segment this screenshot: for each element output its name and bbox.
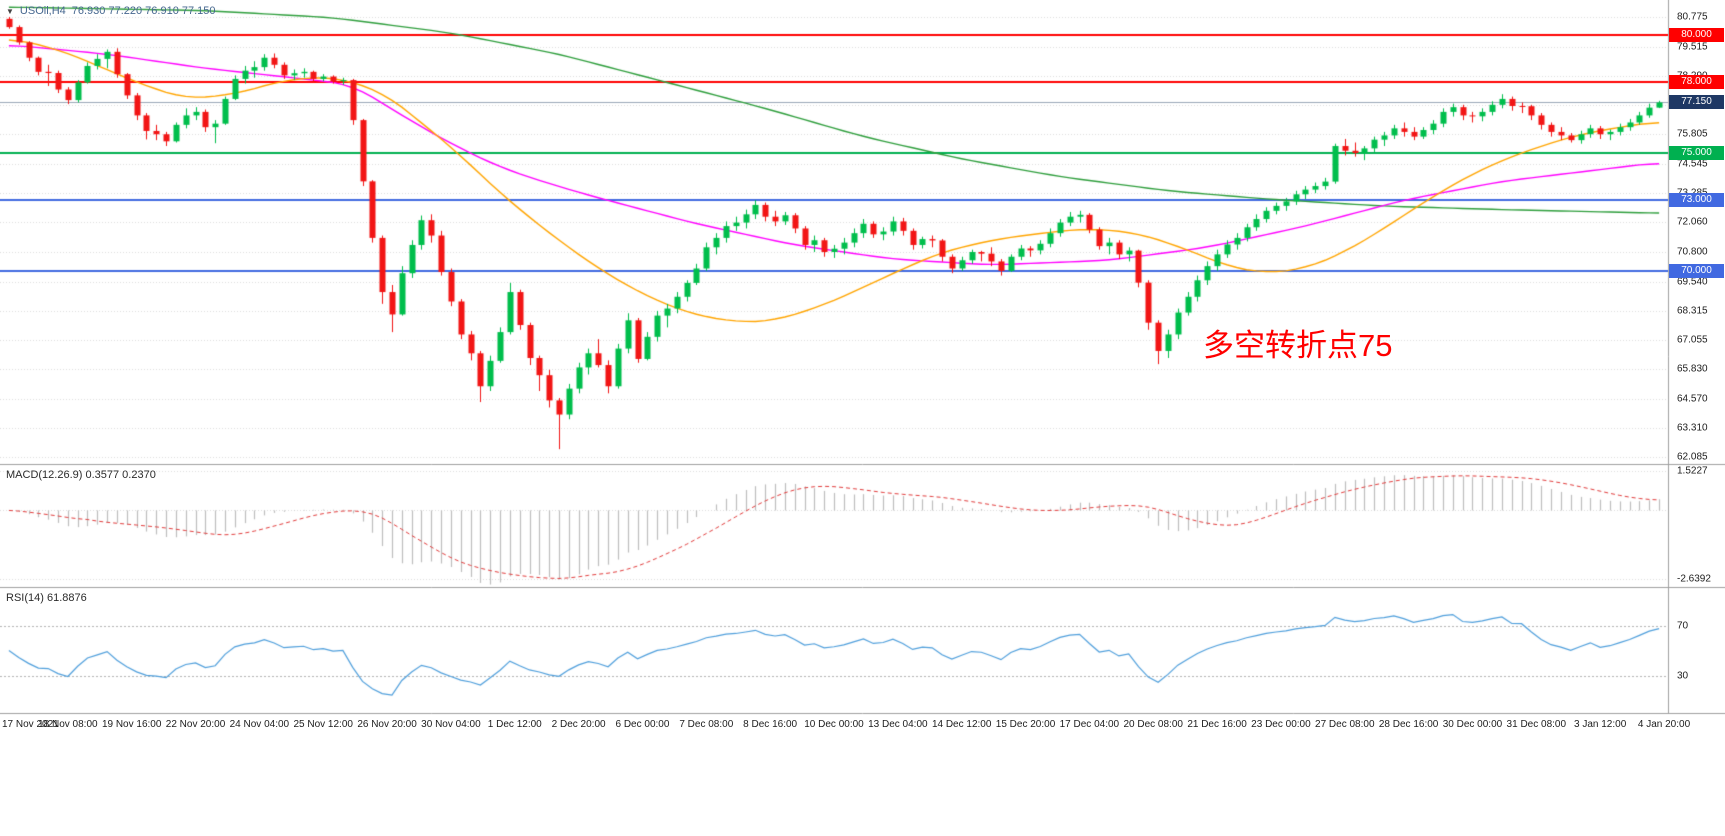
- collapse-chart-icon[interactable]: ▼: [6, 6, 14, 16]
- chart-header: ▼ USOil,H4 76.930 77.220 76.910 77.150: [6, 5, 216, 17]
- chart-annotation-text[interactable]: 多空转折点75: [1203, 328, 1393, 363]
- symbol-timeframe-label: USOil,H4: [19, 5, 66, 17]
- rsi-indicator-label: RSI(14) 61.8876: [6, 592, 87, 604]
- ohlc-values: 76.930 77.220 76.910 77.150: [71, 5, 216, 17]
- macd-indicator-label: MACD(12.26.9) 0.3577 0.2370: [6, 469, 156, 481]
